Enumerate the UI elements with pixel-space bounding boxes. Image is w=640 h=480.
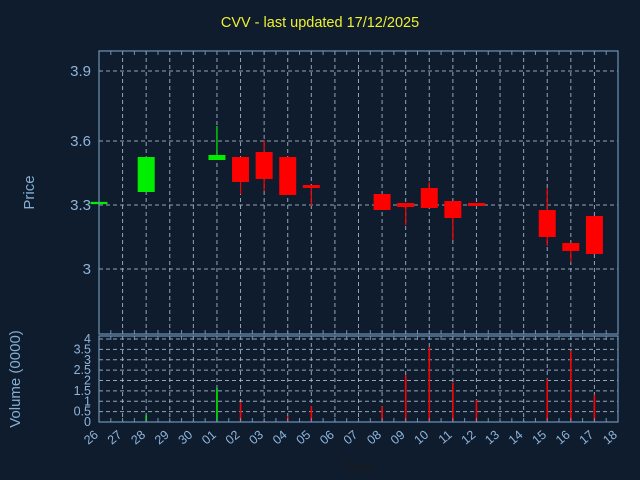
svg-text:3.3: 3.3 [70,197,91,214]
svg-text:Day: Day [345,459,372,476]
svg-text:0: 0 [84,415,91,429]
svg-text:Price: Price [21,175,38,209]
svg-text:CVV - last updated 17/12/2025: CVV - last updated 17/12/2025 [221,15,419,31]
svg-text:3: 3 [83,261,91,278]
svg-text:Volume (0000): Volume (0000) [7,330,24,428]
svg-text:3.9: 3.9 [70,63,91,80]
svg-text:3.6: 3.6 [70,133,91,150]
